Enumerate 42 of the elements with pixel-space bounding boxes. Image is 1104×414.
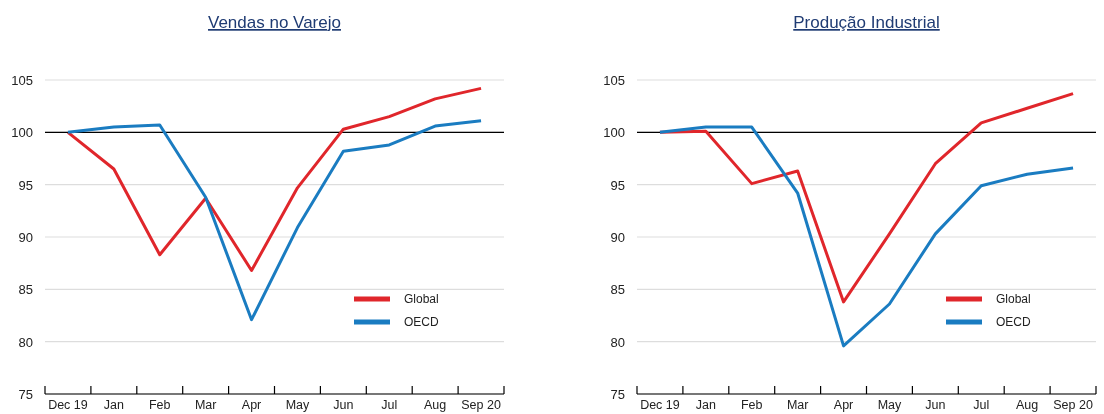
x-tick-label: Jun (925, 398, 946, 412)
y-tick-label: 95 (18, 177, 33, 193)
x-tick-label: Dec 19 (48, 398, 88, 412)
legend-label: OECD (996, 315, 1031, 329)
y-tick-label: 100 (11, 125, 33, 141)
x-tick-label: Mar (786, 398, 809, 412)
y-tick-label: 100 (603, 125, 625, 141)
x-tick-label: Jul (381, 398, 398, 412)
y-tick-label: 80 (18, 334, 33, 350)
x-tick-label: Jun (333, 398, 354, 412)
line-series (66, 86, 483, 272)
chart-title: Produção Industrial (793, 13, 940, 32)
y-tick-label: 85 (610, 282, 625, 298)
y-tick-label: 90 (18, 230, 33, 245)
y-tick-label: 85 (18, 282, 33, 298)
y-tick-label: 80 (610, 334, 625, 350)
y-tick-label: 75 (18, 387, 33, 402)
y-tick-label: 75 (610, 387, 625, 402)
legend-label: Global (996, 292, 1031, 306)
x-tick-label: Jul (973, 398, 990, 412)
y-tick-label: 105 (11, 73, 33, 88)
x-tick-label: Dec 19 (640, 398, 680, 412)
x-tick-label: Mar (194, 398, 217, 412)
x-tick-label: Jan (103, 398, 124, 412)
legend-label: Global (404, 292, 439, 306)
x-tick-label: Apr (241, 398, 262, 412)
x-tick-label: Aug (1016, 398, 1039, 412)
x-tick-label: Jan (695, 398, 716, 412)
x-tick-label: Feb (148, 398, 171, 412)
x-tick-label: May (877, 398, 902, 412)
y-tick-label: 90 (610, 230, 625, 245)
line-series (658, 125, 1075, 348)
legend-label: OECD (404, 315, 439, 329)
x-tick-label: Sep 20 (461, 398, 501, 412)
x-tick-label: Apr (833, 398, 854, 412)
x-tick-label: Sep 20 (1053, 398, 1093, 412)
y-tick-label: 105 (603, 73, 625, 88)
chart-title: Vendas no Varejo (208, 13, 341, 32)
x-tick-label: Feb (740, 398, 763, 412)
y-tick-label: 95 (610, 177, 625, 193)
x-tick-label: Aug (424, 398, 447, 412)
x-tick-label: May (285, 398, 310, 412)
